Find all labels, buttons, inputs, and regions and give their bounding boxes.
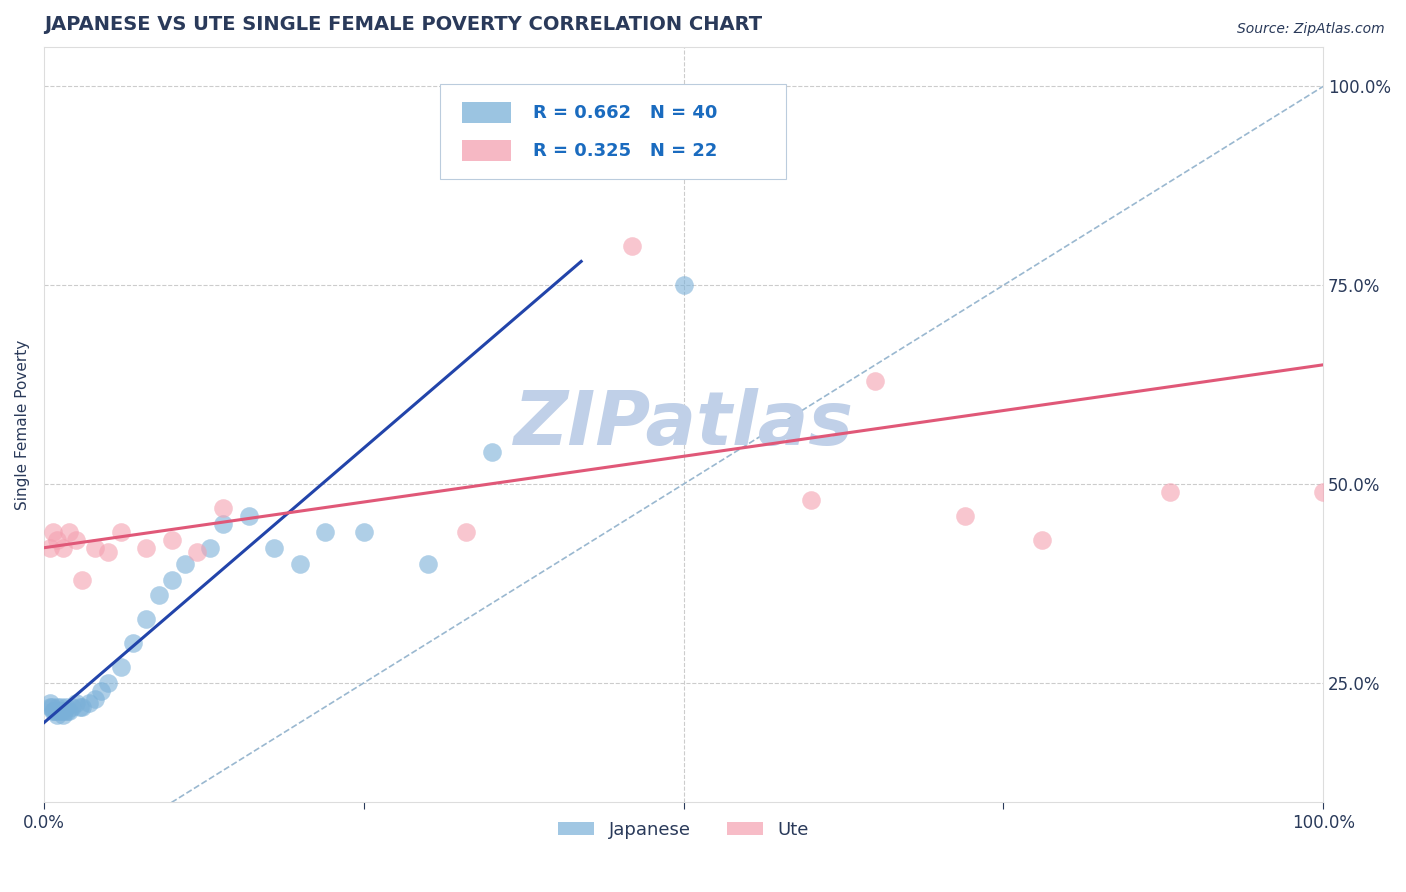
Point bbox=[39, 541, 62, 555]
Point bbox=[97, 676, 120, 690]
Point bbox=[84, 541, 107, 555]
Point bbox=[58, 524, 80, 539]
Point bbox=[45, 704, 67, 718]
Point bbox=[122, 636, 145, 650]
Point bbox=[45, 707, 67, 722]
Point bbox=[58, 704, 80, 718]
Point bbox=[263, 541, 285, 555]
Point bbox=[148, 589, 170, 603]
Point bbox=[39, 696, 62, 710]
Point bbox=[72, 573, 94, 587]
FancyBboxPatch shape bbox=[440, 85, 786, 179]
Point bbox=[800, 493, 823, 508]
Point bbox=[45, 533, 67, 547]
Bar bbox=[463, 102, 510, 123]
Point bbox=[84, 691, 107, 706]
Point bbox=[621, 238, 644, 252]
Point bbox=[173, 557, 195, 571]
Point bbox=[135, 541, 157, 555]
Point bbox=[160, 573, 183, 587]
Point bbox=[52, 541, 75, 555]
Point bbox=[353, 524, 375, 539]
Point bbox=[60, 699, 83, 714]
Point bbox=[135, 612, 157, 626]
Point bbox=[212, 500, 235, 515]
Point bbox=[65, 696, 87, 710]
Point bbox=[42, 704, 65, 718]
Point bbox=[672, 278, 695, 293]
Point bbox=[39, 699, 62, 714]
Text: R = 0.662   N = 40: R = 0.662 N = 40 bbox=[533, 103, 717, 121]
Point bbox=[52, 707, 75, 722]
Point bbox=[198, 541, 221, 555]
Point bbox=[97, 545, 120, 559]
Text: R = 0.325   N = 22: R = 0.325 N = 22 bbox=[533, 142, 717, 160]
Point bbox=[53, 704, 76, 718]
Point bbox=[314, 524, 336, 539]
Point bbox=[288, 557, 311, 571]
Point bbox=[481, 445, 503, 459]
Point bbox=[51, 704, 73, 718]
Point bbox=[45, 699, 67, 714]
Point bbox=[212, 516, 235, 531]
Point bbox=[160, 533, 183, 547]
Point bbox=[42, 704, 65, 718]
Text: ZIPatlas: ZIPatlas bbox=[513, 388, 853, 461]
Point bbox=[110, 660, 132, 674]
Point bbox=[72, 699, 94, 714]
Legend: Japanese, Ute: Japanese, Ute bbox=[551, 814, 815, 847]
Point bbox=[77, 696, 100, 710]
Point bbox=[416, 557, 439, 571]
Point bbox=[454, 524, 477, 539]
Point bbox=[953, 508, 976, 523]
Point bbox=[42, 524, 65, 539]
Point bbox=[1031, 533, 1053, 547]
Point bbox=[186, 545, 208, 559]
Bar bbox=[463, 140, 510, 161]
Point bbox=[865, 374, 887, 388]
Point bbox=[48, 704, 70, 718]
Point bbox=[110, 524, 132, 539]
Point bbox=[49, 699, 72, 714]
Y-axis label: Single Female Poverty: Single Female Poverty bbox=[15, 339, 30, 509]
Point bbox=[56, 704, 79, 718]
Point bbox=[41, 699, 63, 714]
Text: JAPANESE VS UTE SINGLE FEMALE POVERTY CORRELATION CHART: JAPANESE VS UTE SINGLE FEMALE POVERTY CO… bbox=[44, 15, 762, 34]
Point bbox=[69, 699, 91, 714]
Point bbox=[90, 684, 112, 698]
Point bbox=[55, 699, 77, 714]
Text: Source: ZipAtlas.com: Source: ZipAtlas.com bbox=[1237, 22, 1385, 37]
Point bbox=[65, 533, 87, 547]
Point bbox=[238, 508, 260, 523]
Point bbox=[1159, 485, 1181, 500]
Point bbox=[1312, 485, 1334, 500]
